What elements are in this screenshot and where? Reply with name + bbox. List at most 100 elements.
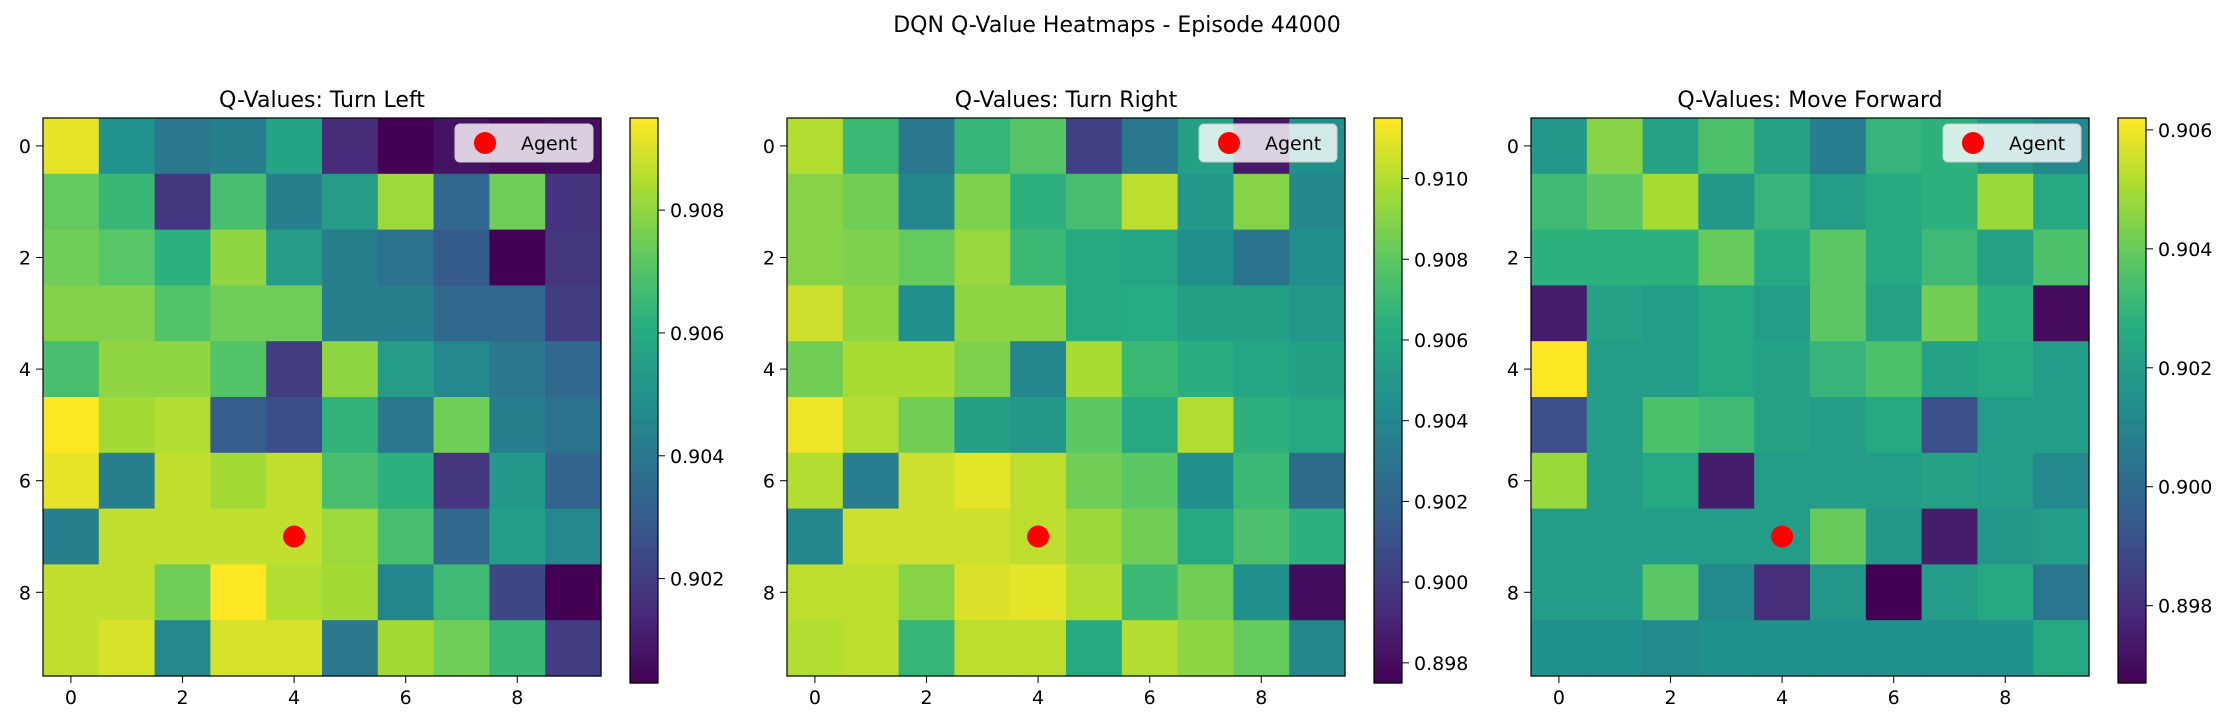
heatmap-cell [545,397,602,454]
heatmap-cell [1586,173,1644,231]
x-tick-label: 8 [1255,687,1267,709]
colorbar-segment [2118,197,2146,204]
colorbar-segment [2118,519,2146,526]
colorbar-segment [630,298,658,306]
agent-marker [1027,525,1050,548]
heatmap-cell [266,285,323,342]
colorbar-segment [1374,485,1402,492]
colorbar-segment [1374,197,1402,204]
colorbar-segment [630,208,658,215]
x-tick-label: 6 [1144,687,1156,709]
colorbar-segment [2118,490,2146,498]
heatmap-cell [377,508,435,565]
colorbar-segment [2118,270,2146,277]
heatmap-cell [1531,452,1588,510]
colorbar-segment [630,440,658,447]
colorbar-segment [2118,394,2146,402]
heatmap-cell [1177,452,1234,510]
colorbar-segment [1374,581,1402,588]
heatmap-cell [1754,620,1811,677]
colorbar-segment [630,643,658,650]
heatmap-cell [787,620,844,677]
figure-title: DQN Q-Value Heatmaps - Episode 44000 [893,13,1341,38]
heatmap-cell [1921,508,1978,565]
colorbar-tick-label: 0.900 [2158,477,2212,499]
colorbar-segment [630,338,658,345]
colorbar-segment [630,462,658,469]
colorbar-segment [630,654,658,661]
colorbar-segment [2118,406,2146,413]
heatmap-cell [1531,229,1588,286]
colorbar-segment [2118,445,2146,452]
heatmap-cell [1066,173,1123,231]
colorbar-segment [1374,134,1402,142]
colorbar-segment [2118,281,2146,289]
colorbar-segment [2118,360,2146,368]
heatmap-cell [1066,564,1123,621]
colorbar-segment [630,547,658,554]
colorbar-segment [2118,609,2146,616]
colorbar-segment [630,417,658,424]
colorbar-segment [2118,553,2146,560]
colorbar-segment [1374,191,1402,198]
colorbar-segment [2118,355,2146,362]
heatmap-cell [154,341,211,398]
heatmap-cell [2033,285,2090,342]
colorbar-segment [1374,151,1402,159]
colorbar-segment [630,626,658,633]
legend-label: Agent [521,133,577,155]
heatmap-cell [545,508,602,565]
heatmap-cell [898,173,955,231]
heatmap-cell [1177,285,1234,342]
colorbar-segment [630,259,658,266]
colorbar-segment [630,281,658,289]
colorbar-segment [2118,191,2146,198]
heatmap-cell [1121,564,1179,621]
heatmap-cell [433,452,490,510]
colorbar-tick-label: 0.904 [2158,239,2212,261]
heatmap-cell [1531,118,1588,175]
heatmap-cell [1865,118,1923,175]
heatmap-cell [545,341,602,398]
heatmap-cell [1698,229,1755,286]
heatmap-cell [1289,564,1346,621]
colorbar-segment [1374,123,1402,130]
colorbar-segment [2118,321,2146,328]
colorbar-segment [1374,440,1402,447]
colorbar-segment [1374,519,1402,526]
y-tick-label: 2 [763,248,775,270]
heatmap-cell [1810,564,1867,621]
heatmap-cell [1921,341,1978,398]
heatmap-cell [433,508,490,565]
heatmap-cell [1754,341,1811,398]
colorbar-segment [630,174,658,181]
colorbar-segment [630,615,658,622]
colorbar-segment [1374,513,1402,520]
heatmap-cell [1586,118,1644,175]
colorbar-segment [1374,400,1402,407]
heatmap-cell [154,397,211,454]
colorbar-segment [2118,643,2146,650]
colorbar-segment [630,383,658,390]
colorbar-segment [2118,440,2146,447]
heatmap-cell [43,173,100,231]
heatmap-cell [1977,452,2034,510]
heatmap-cell [1865,229,1923,286]
colorbar-segment [2118,259,2146,266]
heatmap-cell [1810,341,1867,398]
colorbar-tick-label: 0.906 [1414,330,1468,352]
heatmap-cell [842,229,900,286]
colorbar-segment [630,185,658,193]
colorbar-segment [630,146,658,153]
heatmap-cell [1531,173,1588,231]
colorbar-segment [1374,321,1402,328]
heatmap-cell [1289,452,1346,510]
heatmap-cell [322,620,379,677]
colorbar-segment [1374,558,1402,565]
heatmap-cell [1121,173,1179,231]
colorbar-segment [2118,327,2146,334]
colorbar-tick-label: 0.898 [2158,596,2212,618]
colorbar-segment [630,479,658,486]
heatmap-cell [898,229,955,286]
colorbar-segment [2118,372,2146,379]
